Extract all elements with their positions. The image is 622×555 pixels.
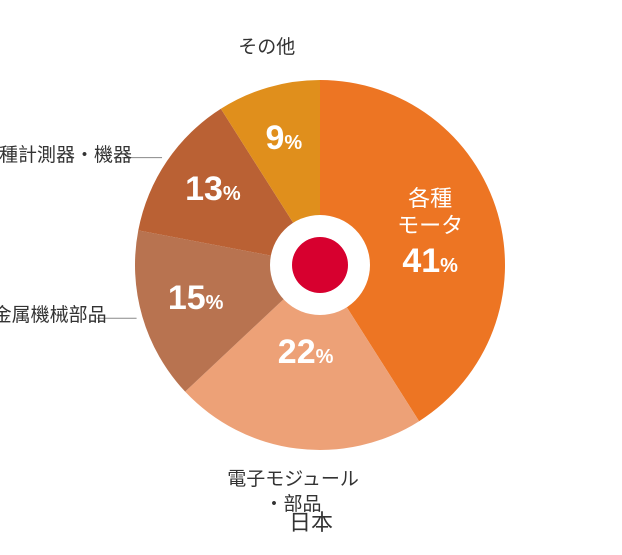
slice-pct-3: 13% xyxy=(168,168,258,211)
slice-label-0: 各種モータ41% xyxy=(355,185,505,283)
slice-pct-2: 15% xyxy=(151,277,241,320)
chart-title: 日本 xyxy=(0,505,622,537)
center-dot xyxy=(292,237,348,293)
slice-ext-name-3: 各種計測器・機器 xyxy=(0,144,132,169)
slice-pct-4: 9% xyxy=(239,117,329,160)
pie-chart-container: 各種モータ41%電子モジュール・部品22%15%金属機械部品13%各種計測器・機… xyxy=(0,0,622,555)
slice-ext-name-4: その他 xyxy=(197,36,337,61)
slice-label-1: 22% xyxy=(231,331,381,374)
slice-ext-name-2: 金属機械部品 xyxy=(0,304,107,329)
